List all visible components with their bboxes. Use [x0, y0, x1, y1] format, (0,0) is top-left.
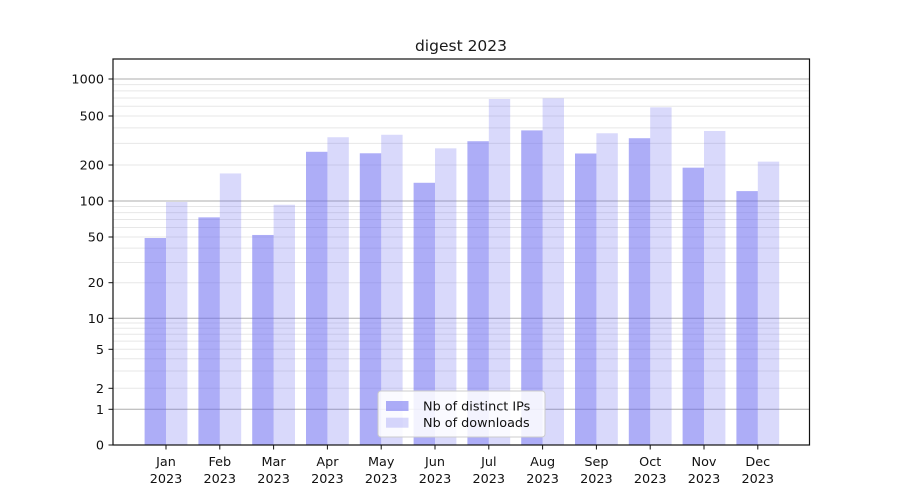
- x-tick-year-feb: 2023: [204, 472, 237, 487]
- y-tick-label-5: 5: [96, 343, 104, 358]
- x-tick-year-jan: 2023: [150, 472, 183, 487]
- plot-frame: [112, 58, 811, 446]
- x-tick-year-nov: 2023: [688, 472, 721, 487]
- y-tick-label-20: 20: [88, 276, 104, 291]
- bar-mar-downloads: [273, 204, 295, 445]
- x-tick-year-aug: 2023: [526, 472, 559, 487]
- x-tick-label-nov: Nov: [692, 455, 717, 470]
- bar-may-distinct-ips: [359, 153, 382, 445]
- bar-nov-downloads: [704, 130, 726, 445]
- x-tick-label-jan: Jan: [155, 455, 176, 470]
- bar-jan-downloads: [166, 202, 188, 445]
- bar-feb-distinct-ips: [198, 217, 220, 445]
- bar-jul-distinct-ips: [467, 141, 489, 445]
- bar-aug-downloads: [542, 98, 564, 446]
- bar-may-downloads: [381, 134, 403, 445]
- legend-swatch-downloads: [386, 417, 409, 428]
- x-tick-label-jul: Jul: [480, 455, 496, 470]
- x-tick-year-dec: 2023: [742, 472, 775, 487]
- x-tick-label-sep: Sep: [584, 455, 608, 470]
- y-tick-label-100: 100: [80, 195, 104, 210]
- y-tick-label-1000: 1000: [71, 73, 104, 88]
- legend-swatch-distinct-ips: [386, 401, 409, 411]
- x-tick-year-mar: 2023: [257, 472, 290, 487]
- x-tick-label-feb: Feb: [208, 455, 231, 470]
- x-tick-year-jul: 2023: [473, 472, 506, 487]
- bar-aug-distinct-ips: [521, 130, 543, 445]
- x-axis-ticks: Jan 2023 Feb 2023 Mar 2023 Apr 2023 May 2023 Jun 20…: [150, 445, 774, 487]
- bar-oct-distinct-ips: [628, 138, 651, 445]
- bar-mar-distinct-ips: [252, 234, 274, 445]
- bar-apr-distinct-ips: [306, 151, 328, 445]
- y-tick-label-500: 500: [80, 110, 104, 125]
- x-tick-year-apr: 2023: [311, 472, 344, 487]
- bar-jul-downloads: [488, 98, 511, 445]
- legend-box: [377, 390, 546, 438]
- x-tick-label-aug: Aug: [530, 455, 555, 470]
- x-tick-year-jun: 2023: [419, 472, 452, 487]
- bar-feb-downloads: [219, 173, 242, 446]
- x-tick-year-sep: 2023: [580, 472, 613, 487]
- y-tick-label-50: 50: [88, 231, 104, 246]
- x-tick-label-mar: Mar: [262, 455, 287, 470]
- x-tick-label-apr: Apr: [316, 455, 339, 470]
- x-tick-label-dec: Dec: [745, 455, 770, 470]
- bar-jun-distinct-ips: [413, 182, 435, 445]
- bar-oct-downloads: [650, 107, 672, 446]
- series-downloads-bars: [166, 98, 780, 446]
- bar-nov-distinct-ips: [682, 167, 704, 446]
- x-tick-year-may: 2023: [365, 472, 398, 487]
- bar-dec-downloads: [757, 161, 780, 445]
- bar-jan-distinct-ips: [144, 238, 166, 445]
- legend-label-distinct-ips: Nb of distinct IPs: [423, 400, 531, 415]
- series-distinct-ips-bars: [144, 130, 758, 446]
- x-tick-label-may: May: [368, 455, 395, 470]
- legend-label-downloads: Nb of downloads: [423, 416, 530, 431]
- y-tick-label-0: 0: [96, 439, 104, 454]
- x-tick-label-jun: Jun: [424, 455, 445, 470]
- bar-apr-downloads: [327, 137, 349, 446]
- bar-dec-distinct-ips: [736, 191, 758, 445]
- bar-jun-downloads: [435, 148, 457, 446]
- x-tick-label-oct: Oct: [639, 455, 661, 470]
- y-tick-label-2: 2: [96, 382, 104, 397]
- y-tick-label-200: 200: [80, 159, 104, 174]
- bar-sep-distinct-ips: [575, 153, 597, 446]
- x-tick-year-oct: 2023: [634, 472, 667, 487]
- y-axis-ticks: 0 1 2 5 10 20 50 100 200 500 1000: [71, 73, 113, 454]
- y-tick-label-1: 1: [96, 403, 104, 418]
- y-tick-label-10: 10: [88, 312, 104, 327]
- chart-title: digest 2023: [415, 37, 507, 55]
- bar-sep-downloads: [596, 133, 618, 445]
